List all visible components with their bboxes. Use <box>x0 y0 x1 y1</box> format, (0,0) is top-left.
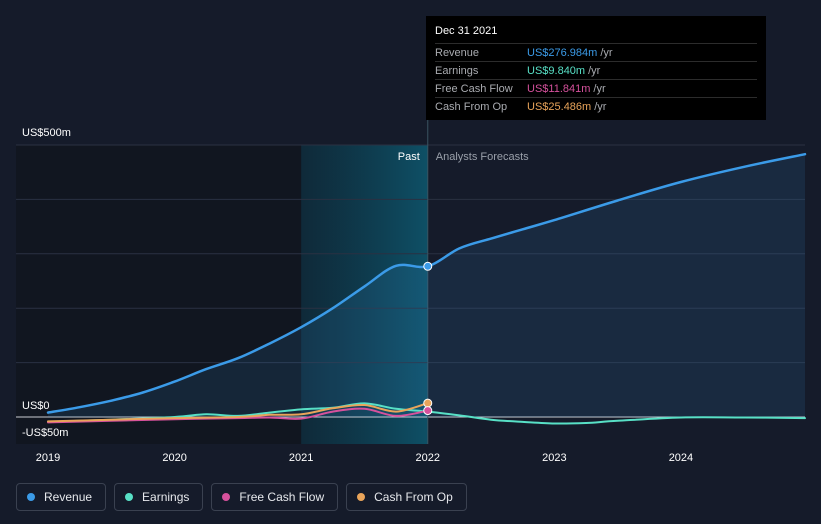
tooltip-label: Revenue <box>435 46 480 59</box>
x-tick-label: 2019 <box>36 452 60 464</box>
forecast-label: Analysts Forecasts <box>436 151 529 163</box>
tooltip-unit: /yr <box>588 64 601 77</box>
revenue-line <box>46 152 807 414</box>
tooltip-date: Dec 31 2021 <box>435 25 498 37</box>
legend: Revenue Earnings Free Cash Flow Cash Fro… <box>16 483 467 511</box>
tooltip-value: US$276.984m <box>527 46 598 59</box>
tooltip-value: US$9.840m <box>527 64 586 77</box>
legend-item-revenue[interactable]: Revenue <box>16 483 107 511</box>
dot-icon <box>222 493 231 501</box>
x-tick-label: 2022 <box>416 452 440 464</box>
cash-from-op-line <box>47 402 429 423</box>
legend-item-free-cash-flow[interactable]: Free Cash Flow <box>211 483 339 511</box>
revenue-area <box>48 154 805 417</box>
past-label: Past <box>398 151 420 163</box>
tooltip-unit: /yr <box>593 82 606 95</box>
tooltip-label: Earnings <box>435 64 479 77</box>
tooltip-unit: /yr <box>600 46 613 59</box>
x-tick-label: 2023 <box>542 452 566 464</box>
dot-icon <box>27 493 35 501</box>
dot-icon <box>357 493 366 501</box>
cash-from-op-marker <box>423 398 433 408</box>
tooltip-row-free-cash-flow: Free Cash Flow US$11.841m /yr <box>435 79 757 97</box>
tooltip-value: US$25.486m <box>527 100 592 113</box>
legend-label: Earnings <box>142 490 190 504</box>
legend-item-earnings[interactable]: Earnings <box>114 483 204 511</box>
tooltip: Dec 31 2021 Revenue US$276.984m /yr Earn… <box>426 16 766 120</box>
dot-icon <box>125 493 134 501</box>
revenue-marker <box>423 261 433 271</box>
y-tick-label: US$500m <box>22 127 71 139</box>
y-tick-label: -US$50m <box>22 427 68 439</box>
free-cash-flow-line <box>47 407 429 424</box>
tooltip-value: US$11.841m <box>527 82 591 95</box>
free-cash-flow-marker <box>423 406 433 416</box>
legend-label: Free Cash Flow <box>239 490 325 504</box>
legend-label: Cash From Op <box>374 490 453 504</box>
x-tick-label: 2020 <box>162 452 186 464</box>
legend-label: Revenue <box>44 490 93 504</box>
highlight-region <box>301 145 428 444</box>
earnings-line <box>47 402 806 425</box>
x-tick-label: 2021 <box>289 452 313 464</box>
tooltip-label: Cash From Op <box>435 100 508 113</box>
tooltip-row-cash-from-op: Cash From Op US$25.486m /yr <box>435 97 757 115</box>
tooltip-label: Free Cash Flow <box>435 82 513 95</box>
tooltip-row-earnings: Earnings US$9.840m /yr <box>435 61 757 79</box>
tooltip-unit: /yr <box>594 100 607 113</box>
y-tick-label: US$0 <box>22 400 50 412</box>
legend-item-cash-from-op[interactable]: Cash From Op <box>346 483 467 511</box>
tooltip-row-revenue: Revenue US$276.984m /yr <box>435 43 757 61</box>
x-tick-label: 2024 <box>669 452 693 464</box>
